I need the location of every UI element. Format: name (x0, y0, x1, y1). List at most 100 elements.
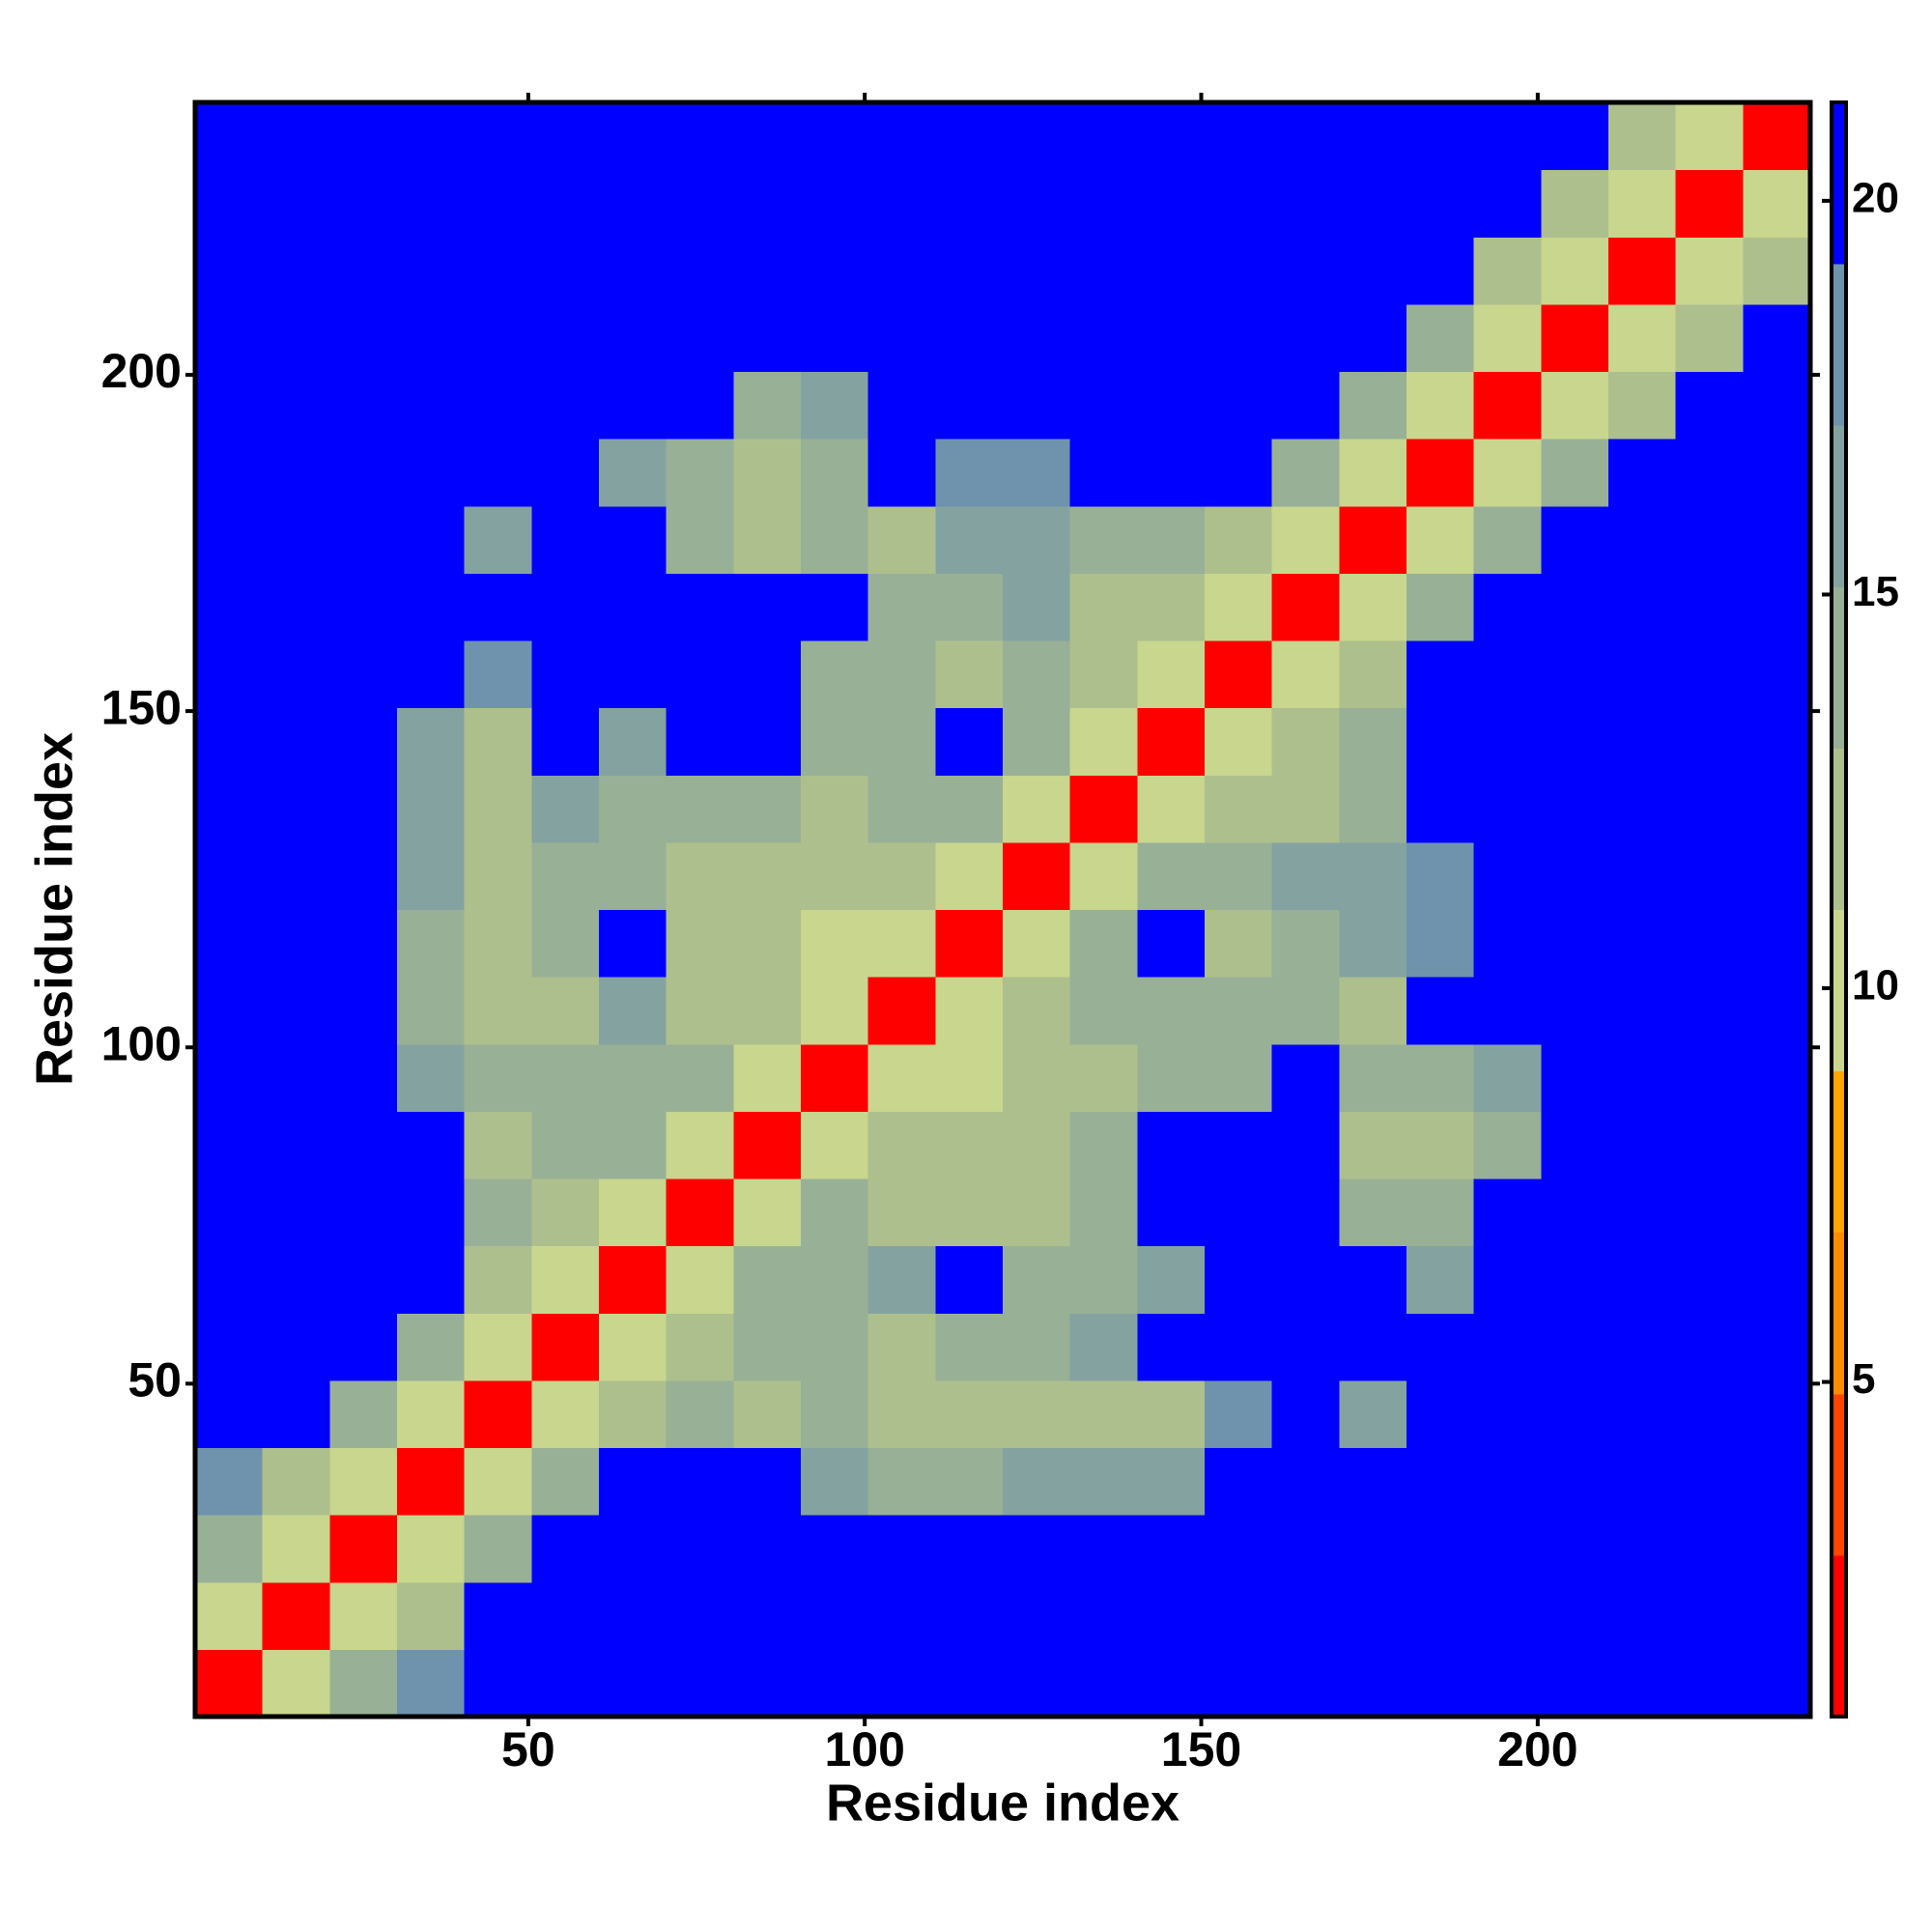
cell (464, 573, 532, 641)
cell (1137, 102, 1206, 171)
cell (1608, 371, 1677, 440)
cell (935, 371, 1004, 440)
cell (1608, 303, 1677, 372)
cell (1205, 841, 1273, 910)
cell (1608, 841, 1677, 910)
cell (935, 1111, 1004, 1179)
cell (1743, 505, 1811, 574)
cell (1743, 102, 1811, 171)
cell (1473, 977, 1542, 1045)
cell (801, 505, 869, 574)
cell (195, 841, 264, 910)
cell (329, 1379, 398, 1448)
cell (1205, 102, 1273, 171)
cell (1473, 1111, 1542, 1179)
cell (195, 1179, 264, 1247)
cell (1137, 1111, 1206, 1179)
cell (733, 573, 802, 641)
cell (1003, 1379, 1071, 1448)
cell (464, 909, 532, 978)
colorbar-band (1832, 425, 1846, 587)
cell (1137, 439, 1206, 507)
cell (1003, 977, 1071, 1045)
cell (1608, 439, 1677, 507)
cell (262, 1043, 330, 1112)
cell (1137, 1581, 1206, 1650)
cell (329, 1581, 398, 1650)
cell (262, 909, 330, 978)
cell (1271, 1515, 1340, 1583)
cell (1473, 841, 1542, 910)
colorbar-band (1832, 264, 1846, 426)
cell (262, 573, 330, 641)
cell (1541, 1515, 1609, 1583)
cell (1541, 707, 1609, 776)
cell (1608, 1581, 1677, 1650)
cell (1743, 707, 1811, 776)
cell (733, 169, 802, 238)
cell (1137, 303, 1206, 372)
cell (1271, 1245, 1340, 1314)
cell (1205, 1245, 1273, 1314)
cell (195, 1043, 264, 1112)
cell (329, 1447, 398, 1516)
cell (801, 1447, 869, 1516)
cell (1003, 1245, 1071, 1314)
cell (1675, 237, 1744, 305)
cell (1541, 909, 1609, 978)
cell (801, 640, 869, 709)
cell (867, 371, 936, 440)
cell (1137, 909, 1206, 978)
cell (1743, 169, 1811, 238)
cell (262, 707, 330, 776)
cell (397, 505, 466, 574)
cell (1271, 303, 1340, 372)
cell (1608, 775, 1677, 843)
cell (531, 977, 600, 1045)
cell (1743, 1379, 1811, 1448)
cell (1541, 977, 1609, 1045)
cell (1205, 1649, 1273, 1718)
cell (1339, 775, 1407, 843)
cell (1675, 1111, 1744, 1179)
cell (262, 237, 330, 305)
cell (1675, 707, 1744, 776)
cell (666, 841, 734, 910)
cell (599, 1515, 668, 1583)
cell (195, 1447, 264, 1516)
cell (733, 909, 802, 978)
cell (195, 505, 264, 574)
cell (1271, 640, 1340, 709)
cell (801, 237, 869, 305)
cell (666, 640, 734, 709)
cell (531, 169, 600, 238)
cell (1271, 1581, 1340, 1650)
colorbar-band (1832, 1232, 1846, 1395)
cell (935, 977, 1004, 1045)
cell (329, 505, 398, 574)
cell (329, 1245, 398, 1314)
cell (801, 841, 869, 910)
cell (531, 1581, 600, 1650)
cell (464, 640, 532, 709)
cell (1069, 169, 1138, 238)
cell (397, 1649, 466, 1718)
cell (1608, 1245, 1677, 1314)
cell (599, 573, 668, 641)
cell (1675, 1245, 1744, 1314)
cell (1003, 237, 1071, 305)
cell (1406, 1043, 1475, 1112)
cell (1137, 841, 1206, 910)
cell (1541, 1581, 1609, 1650)
cell (329, 841, 398, 910)
cell (1205, 1313, 1273, 1381)
cell (1069, 573, 1138, 641)
colorbar-band (1832, 748, 1846, 910)
cell (262, 640, 330, 709)
cell (397, 1245, 466, 1314)
cell (1608, 707, 1677, 776)
cell (666, 439, 734, 507)
cell (801, 303, 869, 372)
cell (733, 841, 802, 910)
cell (1003, 1313, 1071, 1381)
